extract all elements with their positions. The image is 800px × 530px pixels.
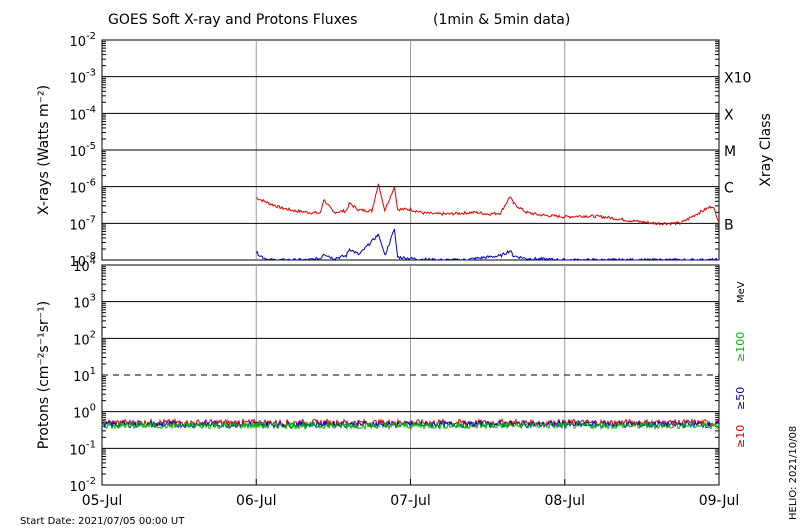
proton-y-tick-label: 100: [73, 403, 96, 422]
xray-class-axis-label: Xray Class: [758, 113, 774, 187]
chart-subtitle: (1min & 5min data): [433, 12, 570, 28]
xray-class-label: X: [724, 107, 734, 123]
proton-y-tick-label: 101: [73, 366, 96, 385]
xray-y-tick-label: 10-8: [69, 251, 96, 270]
proton-y-tick-label: 103: [73, 293, 96, 312]
xray-series: [255, 183, 720, 261]
xray-y-tick-label: 10-2: [69, 31, 96, 50]
proton-series-line-2: [101, 420, 720, 431]
proton-panel: 104 103 102 101 100 10-1 10-2 MeV ≥10 ≥100 ≥50 Pr…: [36, 256, 747, 509]
xray-y-tick-label: 10-3: [69, 68, 96, 87]
xray-class-label: B: [724, 217, 734, 233]
xray-class-label: C: [724, 181, 734, 197]
xray-gridlines: [102, 40, 719, 260]
proton-series: [101, 417, 720, 431]
xray-y-tick-label: 10-5: [69, 141, 96, 160]
chart-header: GOES Soft X-ray and Protons Fluxes (1min…: [108, 12, 570, 28]
xray-y-tick-label: 10-7: [69, 214, 96, 233]
xray-panel: 10-2 10-3 10-4 10-5 10-6 10-7 10-8 X10 X M C B X-r…: [36, 31, 774, 270]
helio-credit-label: HELIO: 2021/10/08: [788, 426, 799, 520]
x-tick-label: 08-Jul: [544, 493, 585, 509]
xray-y-tick-label: 10-4: [69, 104, 96, 123]
proton-y-tick-label: 102: [73, 329, 96, 348]
xray-y-ticks: 10-2 10-3 10-4 10-5 10-6 10-7 10-8: [69, 31, 719, 270]
proton-gridlines: [102, 265, 719, 485]
start-date-label: Start Date: 2021/07/05 00:00 UT: [20, 516, 185, 527]
x-tick-label: 07-Jul: [390, 493, 431, 509]
proton-legend-label: ≥100: [734, 332, 747, 362]
xray-y-axis-label: X-rays (Watts m⁻²): [36, 85, 52, 215]
xray-class-labels: X10 X M C B: [724, 71, 751, 234]
proton-y-tick-label: 10-2: [69, 476, 96, 495]
proton-legend-label: ≥50: [734, 387, 747, 410]
proton-y-axis-label: Protons (cm⁻²s⁻¹sr⁻¹): [36, 301, 52, 450]
x-tick-label: 05-Jul: [82, 493, 123, 509]
x-axis-ticks: 05-Jul 06-Jul 07-Jul 08-Jul 09-Jul: [82, 479, 740, 509]
proton-series-line-1: [101, 419, 720, 430]
chart-title: GOES Soft X-ray and Protons Fluxes: [108, 12, 357, 28]
proton-y-tick-label: 10-1: [69, 439, 96, 458]
x-tick-label: 06-Jul: [236, 493, 277, 509]
xray-class-label: X10: [724, 71, 751, 87]
proton-y-ticks: 104 103 102 101 100 10-1 10-2: [69, 256, 719, 495]
xray-class-label: M: [724, 144, 736, 160]
xray-series-line-1: [255, 228, 719, 261]
xray-y-tick-label: 10-6: [69, 178, 96, 197]
xray-series-line-0: [256, 183, 720, 226]
proton-y-tick-label: 104: [73, 256, 96, 275]
proton-legend-label: ≥10: [734, 425, 747, 448]
proton-energy-legend: MeV ≥10 ≥100 ≥50: [734, 281, 747, 448]
x-tick-label: 09-Jul: [699, 493, 740, 509]
proton-units-label: MeV: [736, 281, 747, 303]
